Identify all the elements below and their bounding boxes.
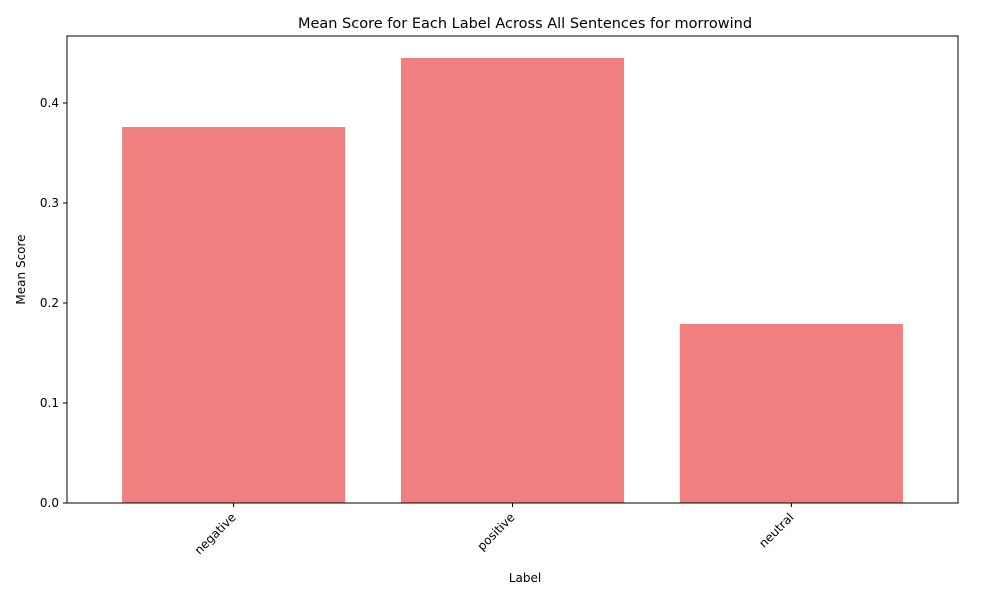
x-axis-label: Label bbox=[509, 571, 541, 585]
chart-title: Mean Score for Each Label Across All Sen… bbox=[298, 16, 752, 32]
x-axis: negative positive neutral bbox=[192, 503, 796, 557]
y-tick-label: 0.3 bbox=[40, 196, 59, 210]
bar-neutral bbox=[679, 324, 903, 503]
bars bbox=[122, 58, 903, 503]
bar-negative bbox=[122, 127, 346, 503]
y-tick-label: 0.1 bbox=[40, 396, 59, 410]
y-tick-label: 0.4 bbox=[40, 96, 59, 110]
x-tick-label-neutral: neutral bbox=[756, 510, 796, 550]
y-tick-label: 0.2 bbox=[40, 296, 59, 310]
y-axis: 0.0 0.1 0.2 0.3 0.4 bbox=[40, 96, 67, 510]
y-axis-label: Mean Score bbox=[14, 234, 28, 304]
x-tick-label-negative: negative bbox=[192, 510, 239, 557]
x-tick-label-positive: positive bbox=[474, 510, 517, 553]
bar-positive bbox=[400, 58, 625, 503]
y-tick-label: 0.0 bbox=[40, 496, 59, 510]
